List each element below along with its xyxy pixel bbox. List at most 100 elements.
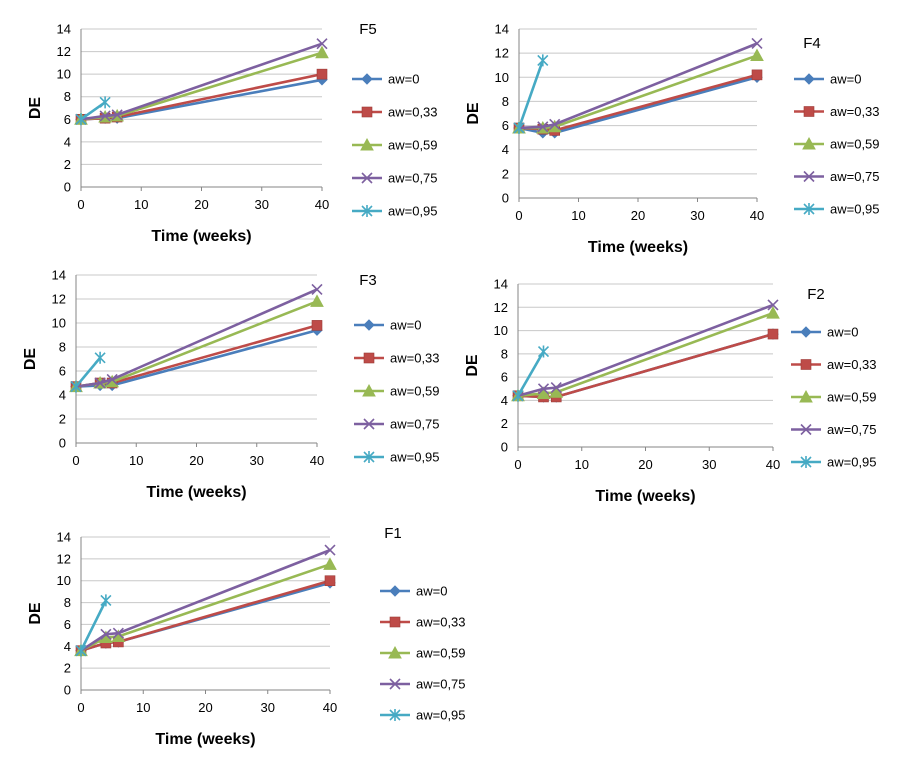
legend-label: aw=0,33: [390, 351, 440, 366]
chart-panel-f1: 0 2 4 6 8 10 12 14 0 10 20 30 40 Time (weeks) DE F1 aw=0…: [27, 525, 466, 748]
data-point: [513, 121, 525, 134]
y-tick-label: 14: [57, 22, 71, 37]
chart-title: F5: [359, 21, 377, 38]
x-tick-label: 40: [750, 208, 764, 223]
legend-marker: [803, 73, 815, 85]
legend-marker: [800, 456, 812, 468]
data-point: [537, 121, 549, 133]
legend-label: aw=0,95: [388, 204, 438, 219]
series-line-3: [75, 288, 318, 388]
legend-marker: [802, 136, 816, 150]
data-point: [94, 377, 106, 389]
y-tick-label: 6: [64, 617, 71, 632]
y-axis-label: DE: [464, 354, 481, 377]
x-tick-label: 30: [702, 457, 716, 472]
legend-marker: [389, 585, 401, 597]
data-point: [537, 345, 550, 358]
x-tick-label: 30: [690, 208, 704, 223]
y-tick-label: 4: [64, 639, 71, 654]
y-tick-label: 12: [57, 44, 71, 59]
data-point: [106, 373, 118, 385]
data-point: [310, 294, 324, 307]
data-point: [100, 628, 112, 640]
y-tick-label: 2: [501, 416, 508, 431]
y-axis-label: DE: [22, 348, 39, 371]
x-tick-label: 10: [129, 453, 143, 468]
y-tick-label: 0: [502, 191, 509, 206]
y-tick-label: 8: [64, 595, 71, 610]
x-tick-label: 40: [315, 197, 329, 212]
series-line-3: [517, 303, 774, 398]
legend-marker: [800, 326, 812, 338]
series-line-3: [80, 548, 331, 652]
legend-marker: [800, 359, 812, 370]
series-line-4: [79, 599, 108, 652]
data-point: [315, 45, 329, 59]
legend-marker: [363, 418, 375, 430]
legend-marker: [361, 172, 373, 184]
y-tick-label: 2: [502, 166, 509, 181]
y-tick-label: 0: [59, 436, 66, 451]
legend-marker: [361, 106, 373, 118]
y-tick-label: 12: [494, 300, 508, 315]
data-point: [767, 328, 779, 340]
chart-panel-f2: 0 2 4 6 8 10 12 14 0 10 20 30 40 Time (weeks) DE F2 aw=0…: [464, 277, 877, 506]
data-point: [99, 110, 111, 122]
legend-marker: [361, 73, 373, 85]
y-tick-label: 2: [64, 661, 71, 676]
series-line-4: [80, 101, 106, 121]
data-point: [111, 109, 123, 121]
data-point: [100, 594, 112, 607]
data-point: [751, 37, 763, 50]
legend-label: aw=0,59: [830, 137, 880, 152]
y-axis-label: DE: [27, 97, 44, 120]
series-line-2: [80, 563, 331, 652]
y-tick-label: 6: [501, 370, 508, 385]
chart-panel-f4: 0 2 4 6 8 10 12 14 0 10 20 30 40 Time (weeks) DE F4 aw=0…: [465, 22, 880, 257]
legend-marker: [388, 645, 402, 659]
chart-title: F4: [803, 35, 821, 52]
x-tick-label: 10: [575, 457, 589, 472]
chart-title: F3: [359, 272, 377, 289]
legend-label: aw=0,59: [390, 384, 440, 399]
legend-marker: [799, 389, 813, 403]
legend-marker: [803, 170, 815, 183]
data-point: [323, 557, 337, 570]
x-tick-label: 0: [514, 457, 521, 472]
x-axis-label: Time (weeks): [146, 484, 246, 501]
x-axis-label: Time (weeks): [155, 731, 255, 748]
legend-label: aw=0: [827, 325, 858, 340]
data-point: [549, 118, 561, 130]
x-tick-label: 40: [310, 453, 324, 468]
legend-label: aw=0,59: [827, 390, 877, 405]
x-tick-label: 40: [766, 457, 780, 472]
x-tick-label: 20: [194, 197, 208, 212]
y-tick-label: 8: [502, 94, 509, 109]
legend-marker: [803, 203, 815, 215]
data-point: [316, 38, 328, 50]
legend-marker: [363, 319, 375, 331]
legend-label: aw=0,75: [416, 677, 466, 692]
legend-marker: [362, 383, 376, 397]
y-tick-label: 8: [59, 340, 66, 355]
legend-label: aw=0,33: [388, 105, 438, 120]
data-point: [311, 320, 323, 331]
chart-title: F2: [807, 286, 825, 303]
legend-label: aw=0,75: [827, 422, 877, 437]
y-tick-label: 2: [59, 412, 66, 427]
x-axis-label: Time (weeks): [595, 488, 695, 505]
x-tick-label: 30: [261, 700, 275, 715]
y-tick-label: 0: [64, 683, 71, 698]
y-axis-label: DE: [465, 102, 482, 125]
x-tick-label: 40: [323, 700, 337, 715]
legend-label: aw=0,95: [416, 708, 466, 723]
chart-panel-f3: 0 2 4 6 8 10 12 14 0 10 20 30 40 Time (weeks) DE F3 aw=0…: [22, 268, 440, 502]
legend-label: aw=0,33: [827, 357, 877, 372]
x-axis-label: Time (weeks): [588, 239, 688, 256]
series-line-4: [516, 350, 545, 397]
series-line-4: [517, 59, 545, 129]
y-tick-label: 14: [57, 530, 71, 545]
x-tick-label: 10: [134, 197, 148, 212]
y-tick-label: 4: [64, 134, 71, 149]
